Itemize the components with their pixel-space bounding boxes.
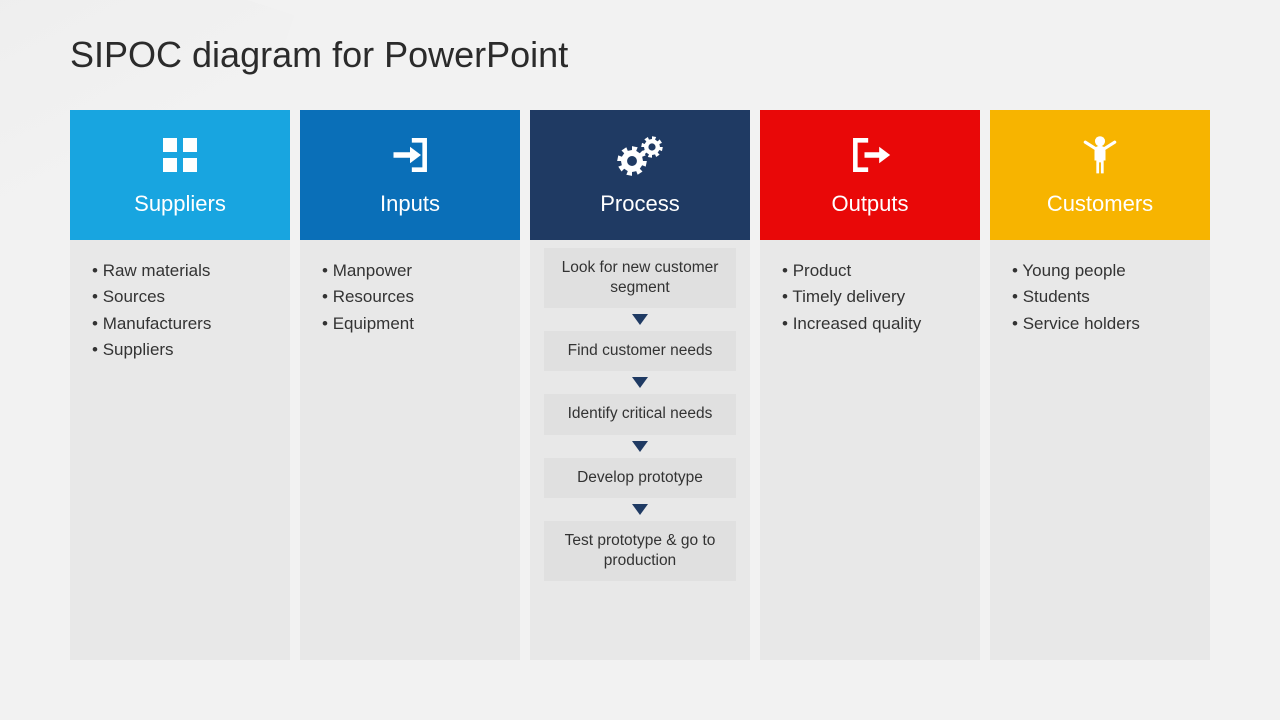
column-suppliers: SuppliersRaw materialsSourcesManufacture… [70, 110, 290, 660]
list-item: Resources [322, 284, 502, 310]
login-icon-wrap [388, 133, 432, 177]
column-customers: Customers Young peopleStudentsService hol… [990, 110, 1210, 660]
bullet-list: ProductTimely deliveryIncreased quality [778, 258, 962, 337]
column-body-customers: Young peopleStudentsService holders [990, 240, 1210, 660]
column-label: Inputs [380, 191, 440, 217]
login-icon [388, 133, 432, 177]
column-label: Suppliers [134, 191, 226, 217]
grid-icon [163, 138, 197, 172]
process-step: Identify critical needs [544, 394, 736, 434]
list-item: Service holders [1012, 311, 1192, 337]
column-body-inputs: ManpowerResourcesEquipment [300, 240, 520, 660]
slide: SIPOC diagram for PowerPoint SuppliersRa… [0, 0, 1280, 660]
person-icon-wrap [1078, 133, 1122, 177]
column-label: Outputs [831, 191, 908, 217]
chevron-down-icon [632, 377, 648, 388]
bullet-list: Raw materialsSourcesManufacturersSupplie… [88, 258, 272, 363]
chevron-down-icon [632, 314, 648, 325]
column-label: Process [600, 191, 679, 217]
column-header-customers: Customers [990, 110, 1210, 240]
list-item: Sources [92, 284, 272, 310]
process-step: Look for new customer segment [544, 248, 736, 308]
column-header-inputs: Inputs [300, 110, 520, 240]
list-item: Timely delivery [782, 284, 962, 310]
logout-icon [848, 133, 892, 177]
column-inputs: Inputs ManpowerResourcesEquipment [300, 110, 520, 660]
process-step: Develop prototype [544, 458, 736, 498]
bullet-list: ManpowerResourcesEquipment [318, 258, 502, 337]
list-item: Product [782, 258, 962, 284]
list-item: Equipment [322, 311, 502, 337]
column-body-suppliers: Raw materialsSourcesManufacturersSupplie… [70, 240, 290, 660]
list-item: Manufacturers [92, 311, 272, 337]
list-item: Suppliers [92, 337, 272, 363]
list-item: Manpower [322, 258, 502, 284]
grid-icon-wrap [163, 133, 197, 177]
process-step: Test prototype & go to production [544, 521, 736, 581]
column-process: Process Look for new customer segment Find… [530, 110, 750, 660]
column-header-suppliers: Suppliers [70, 110, 290, 240]
list-item: Increased quality [782, 311, 962, 337]
gears-icon [612, 133, 668, 177]
column-label: Customers [1047, 191, 1153, 217]
column-header-process: Process [530, 110, 750, 240]
person-icon [1078, 133, 1122, 177]
column-outputs: Outputs ProductTimely deliveryIncreased q… [760, 110, 980, 660]
process-flow: Look for new customer segment Find custom… [544, 248, 736, 581]
chevron-down-icon [632, 441, 648, 452]
column-body-outputs: ProductTimely deliveryIncreased quality [760, 240, 980, 660]
list-item: Students [1012, 284, 1192, 310]
sipoc-columns: SuppliersRaw materialsSourcesManufacture… [70, 110, 1210, 660]
chevron-down-icon [632, 504, 648, 515]
list-item: Young people [1012, 258, 1192, 284]
column-body-process: Look for new customer segment Find custom… [530, 240, 750, 660]
gears-icon-wrap [612, 133, 668, 177]
list-item: Raw materials [92, 258, 272, 284]
logout-icon-wrap [848, 133, 892, 177]
page-title: SIPOC diagram for PowerPoint [70, 34, 1210, 76]
bullet-list: Young peopleStudentsService holders [1008, 258, 1192, 337]
process-step: Find customer needs [544, 331, 736, 371]
column-header-outputs: Outputs [760, 110, 980, 240]
